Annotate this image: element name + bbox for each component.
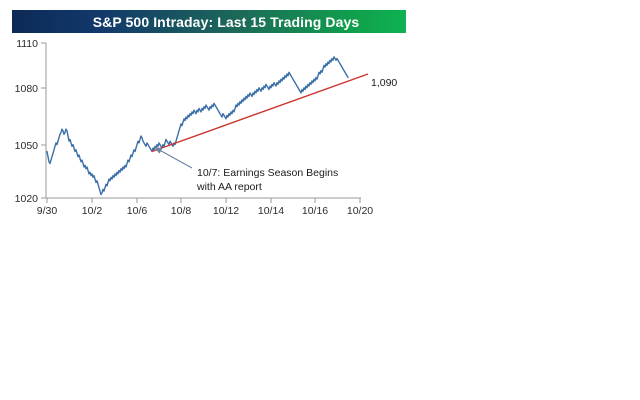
y-axis-labels: 1110 1080 1050 1020: [15, 38, 39, 205]
axis-lines: [45, 43, 361, 199]
earnings-annotation: 10/7: Earnings Season Begins with AA rep…: [196, 167, 338, 193]
y-tick-label-1020: 1020: [15, 193, 39, 205]
trendline-value-label: 1,090: [371, 77, 397, 89]
y-tick-label-1080: 1080: [15, 83, 39, 95]
chart-title-bar: S&P 500 Intraday: Last 15 Trading Days: [12, 10, 406, 33]
x-tick-label-7: 10/20: [347, 205, 373, 217]
price-series-line: [46, 56, 349, 196]
x-tick-label-3: 10/8: [171, 205, 192, 217]
annotation-line-1: 10/7: Earnings Season Begins: [197, 167, 338, 179]
x-tick-label-2: 10/6: [127, 205, 148, 217]
x-tick-label-1: 10/2: [82, 205, 103, 217]
y-axis-ticks: [41, 42, 46, 199]
x-axis-labels: 9/30 10/2 10/6 10/8 10/12 10/14 10/16 10…: [37, 205, 374, 217]
x-axis-ticks: [46, 198, 361, 203]
x-tick-label-4: 10/12: [213, 205, 239, 217]
x-tick-label-6: 10/16: [302, 205, 328, 217]
x-tick-label-5: 10/14: [258, 205, 284, 217]
annotation-arrow: [153, 146, 193, 169]
x-tick-label-0: 9/30: [37, 205, 58, 217]
y-tick-label-1050: 1050: [15, 140, 39, 152]
annotation-arrow-head: [154, 147, 163, 154]
annotation-line-2: with AA report: [196, 181, 262, 193]
page-title: S&P 500 Intraday: Last 15 Trading Days: [92, 13, 360, 30]
support-trendline: [151, 73, 369, 153]
y-tick-label-1110: 1110: [16, 38, 38, 50]
